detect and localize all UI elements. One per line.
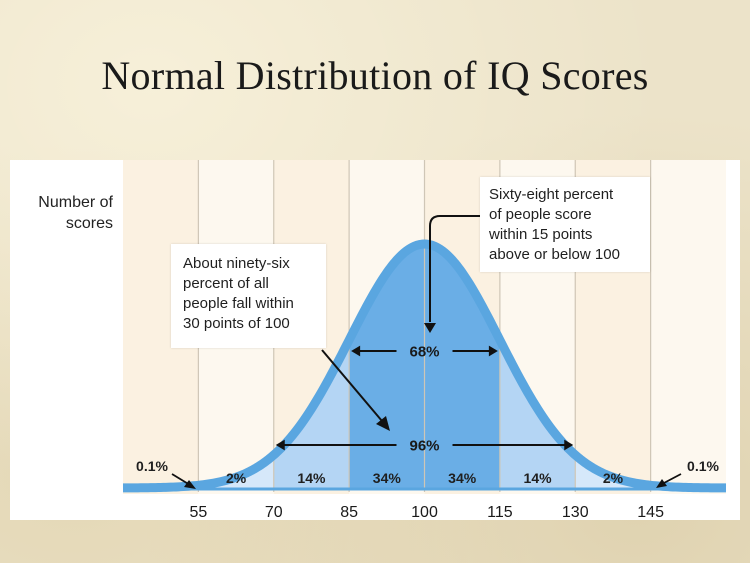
segment-label: 14% bbox=[524, 470, 553, 486]
callout-pointer-line bbox=[321, 349, 383, 422]
segment-area bbox=[198, 454, 274, 488]
arrowhead bbox=[184, 480, 196, 489]
distribution-curve-group bbox=[121, 239, 728, 493]
arrowhead bbox=[656, 479, 667, 488]
callout-left-line-4: 30 points of 100 bbox=[183, 315, 290, 332]
arrowhead bbox=[488, 345, 498, 357]
tail-pointer bbox=[661, 473, 682, 485]
slide-title: Normal Distribution of IQ Scores bbox=[101, 53, 649, 98]
callout-left-line-1: About ninety-six bbox=[183, 255, 290, 272]
segment-labels: 0.1% 2% 14% 34% 34% 14% 2% 0.1% bbox=[136, 458, 720, 489]
callout-left-line-2: percent of all bbox=[183, 275, 269, 292]
bell-curve bbox=[121, 239, 728, 493]
arrowhead bbox=[564, 439, 574, 451]
x-tick-label: 100 bbox=[411, 504, 438, 521]
callout-sixty-eight-percent: Sixty-eight percent of people score with… bbox=[480, 177, 650, 272]
arrowhead bbox=[275, 439, 285, 451]
callout-right-line-1: Sixty-eight percent bbox=[489, 186, 614, 203]
segment-label: 34% bbox=[448, 470, 477, 486]
segment-area bbox=[575, 454, 651, 488]
range-label: 68% bbox=[409, 344, 439, 361]
x-tick-label: 130 bbox=[562, 504, 589, 521]
x-tick-label: 115 bbox=[487, 504, 513, 521]
y-axis-label-line-2: scores bbox=[65, 215, 113, 232]
callout-left-line-3: people fall within bbox=[183, 295, 294, 312]
range-label: 96% bbox=[409, 438, 439, 455]
y-axis-label: Number of scores bbox=[10, 192, 113, 234]
callout-ninety-six-percent: About ninety-six percent of all people f… bbox=[171, 244, 326, 348]
segment-label: 0.1% bbox=[136, 458, 168, 474]
arrowhead bbox=[376, 416, 390, 431]
callout-pointers bbox=[321, 215, 480, 431]
callout-right-line-2: of people score bbox=[489, 206, 592, 223]
range-arrows: 68% 96% bbox=[275, 344, 574, 455]
segment-label: 34% bbox=[373, 470, 402, 486]
segment-label: 0.1% bbox=[687, 458, 719, 474]
callout-right-line-4: above or below 100 bbox=[489, 246, 620, 263]
column-bg bbox=[650, 160, 726, 494]
x-tick-label: 85 bbox=[340, 504, 358, 521]
x-tick-label: 145 bbox=[637, 504, 664, 521]
x-tick-labels: 55 70 85 100 115 130 145 bbox=[189, 504, 664, 521]
x-tick-label: 55 bbox=[189, 504, 207, 521]
arrowhead bbox=[424, 323, 436, 333]
segment-label: 2% bbox=[603, 470, 624, 486]
y-axis-label-line-1: Number of bbox=[38, 194, 113, 211]
callout-right-line-3: within 15 points bbox=[489, 226, 593, 243]
segment-label: 2% bbox=[226, 470, 247, 486]
arrowhead bbox=[351, 345, 361, 357]
callout-pointer-line bbox=[429, 215, 480, 322]
segment-label: 14% bbox=[297, 470, 326, 486]
x-tick-label: 70 bbox=[265, 504, 283, 521]
